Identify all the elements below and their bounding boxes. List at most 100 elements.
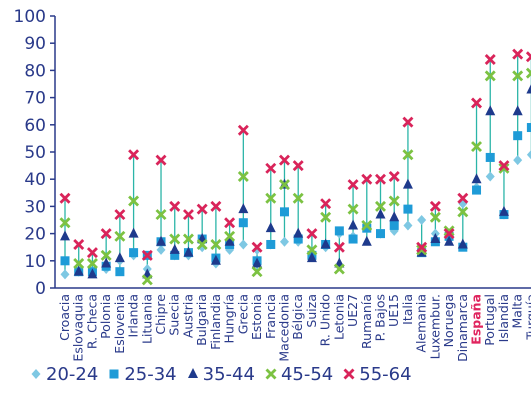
point-55-64-stroke [141,249,153,261]
x-tick-label: R. Unido [318,294,333,346]
point-45-54-stroke [388,195,400,207]
point-45-54 [429,211,441,223]
point-55-64-stroke [292,160,304,172]
legend-symbol [265,368,277,380]
x-tick-label: Letonia [331,294,346,340]
point-55-64 [59,192,71,204]
x-tick-label: Austria [180,294,195,338]
point-55-64-stroke [525,55,531,63]
point-20-24 [197,242,207,253]
x-tick-label: Croacia [57,294,72,341]
point-45-54 [375,200,386,212]
point-35-44 [114,252,125,263]
legend-marker-x [343,368,355,380]
point-55-64 [375,173,386,185]
point-35-44 [430,233,441,244]
point-20-24 [513,155,523,166]
point-55-64-stroke [210,200,222,212]
point-35-44 [87,268,98,279]
point-45-54-stroke [484,70,496,82]
point-25-34 [293,234,303,244]
point-55-64 [265,162,277,174]
point-55-64 [278,154,290,166]
point-45-54-stroke [525,67,531,75]
point-45-54-stroke [471,141,483,153]
point-45-54-stroke [141,274,153,286]
point-45-54 [402,149,414,161]
point-55-64-stroke [320,198,332,210]
point-55-64 [512,48,524,60]
point-35-44 [348,219,359,230]
point-35-44 [265,222,276,233]
point-35-44 [498,205,509,216]
point-55-64 [347,179,359,191]
point-45-54 [141,274,153,286]
point-25-34 [129,248,139,258]
y-tick-label: 70 [24,89,46,109]
data-points [59,48,531,286]
point-20-24 [417,215,427,225]
point-35-44 [402,178,413,189]
point-45-54 [320,211,332,223]
legend-marker-square [109,369,119,379]
y-tick-label: 100 [14,7,46,27]
point-25-34 [170,250,180,260]
point-55-64 [402,116,414,128]
point-35-44 [375,208,386,219]
point-20-24 [485,171,495,182]
point-55-64-stroke [114,209,126,221]
point-55-64-stroke [525,51,531,59]
point-45-54 [484,70,496,82]
point-55-64-stroke [375,173,386,185]
point-55-64 [306,228,318,240]
point-35-44 [389,211,400,222]
point-55-64-stroke [471,97,483,109]
point-45-54 [512,70,524,82]
point-45-54 [443,225,455,237]
point-20-24 [60,269,70,280]
point-45-54-stroke [100,249,112,261]
point-45-54-stroke [320,211,332,223]
point-45-54-stroke [375,200,386,212]
point-55-64 [457,192,469,204]
x-tick-label: España [469,294,484,345]
point-55-64-stroke [251,241,263,253]
point-25-34 [472,185,482,195]
point-55-64 [182,209,194,221]
point-45-54-stroke [224,230,236,242]
y-tick-label: 90 [24,34,46,54]
legend-item: 35-44 [185,364,255,385]
point-25-34 [266,239,276,249]
x-tick-label: Dinamarca [455,294,470,362]
point-45-54 [73,258,85,270]
point-45-54-stroke [265,192,277,204]
point-35-44 [169,243,180,254]
point-55-64-stroke [484,54,496,66]
point-45-54-stroke [402,149,414,161]
y-tick-label: 10 [24,252,46,272]
point-45-54 [361,219,373,231]
point-45-54-stroke [361,219,373,231]
point-45-54 [237,170,249,182]
x-tick-label: Luxembur. [427,294,442,359]
point-35-44 [128,227,139,238]
legend-label: 35-44 [202,363,255,385]
point-55-64-stroke [86,247,98,259]
point-55-64 [525,51,531,63]
x-tick-label: Noruega [441,294,456,347]
legend-item: 45-54 [263,364,333,385]
y-tick-label: 30 [24,197,46,217]
point-55-64 [443,228,455,240]
x-tick-label: Grecia [235,294,250,334]
x-tick-label: Turquía [523,294,531,341]
point-25-34 [238,218,248,228]
point-45-54 [278,179,290,191]
x-tick-label: Malta [510,294,525,328]
point-45-54-stroke [155,209,167,221]
point-45-54 [182,233,194,245]
point-35-44 [101,257,112,268]
point-55-64-stroke [224,217,236,229]
y-axis: 0 10 20 30 40 50 60 70 80 90 100 [14,7,531,299]
